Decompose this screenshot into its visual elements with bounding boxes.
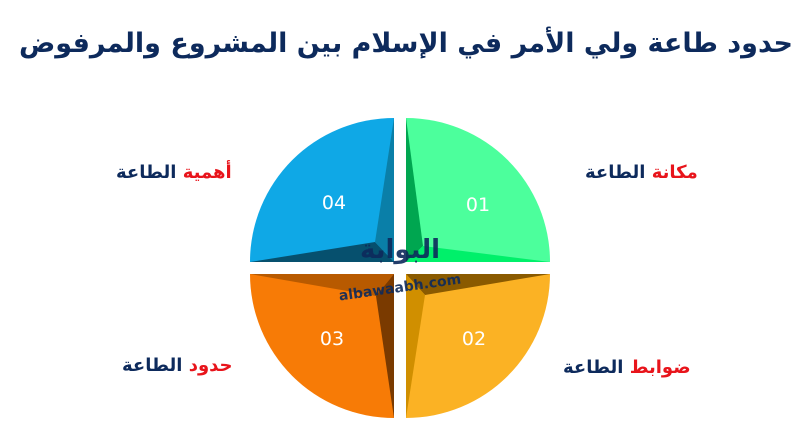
segment-number: 02: [462, 328, 486, 350]
label-04: أهمية الطاعة: [116, 162, 232, 183]
label-03: حدود الطاعة: [122, 355, 233, 376]
page-title: حدود طاعة ولي الأمر في الإسلام بين المشر…: [18, 28, 794, 59]
segment-number: 04: [322, 192, 346, 214]
label-01: مكانة الطاعة: [585, 162, 698, 183]
segment-01: 01: [406, 118, 550, 262]
segment-04: 04: [250, 118, 394, 262]
segment-02: 02: [406, 274, 550, 418]
segment-number: 03: [320, 328, 344, 350]
label-02: ضوابط الطاعة: [563, 357, 691, 378]
segment-number: 01: [466, 194, 490, 216]
segment-03: 03: [250, 274, 394, 418]
svg-text:البوابة: البوابة: [360, 235, 440, 265]
